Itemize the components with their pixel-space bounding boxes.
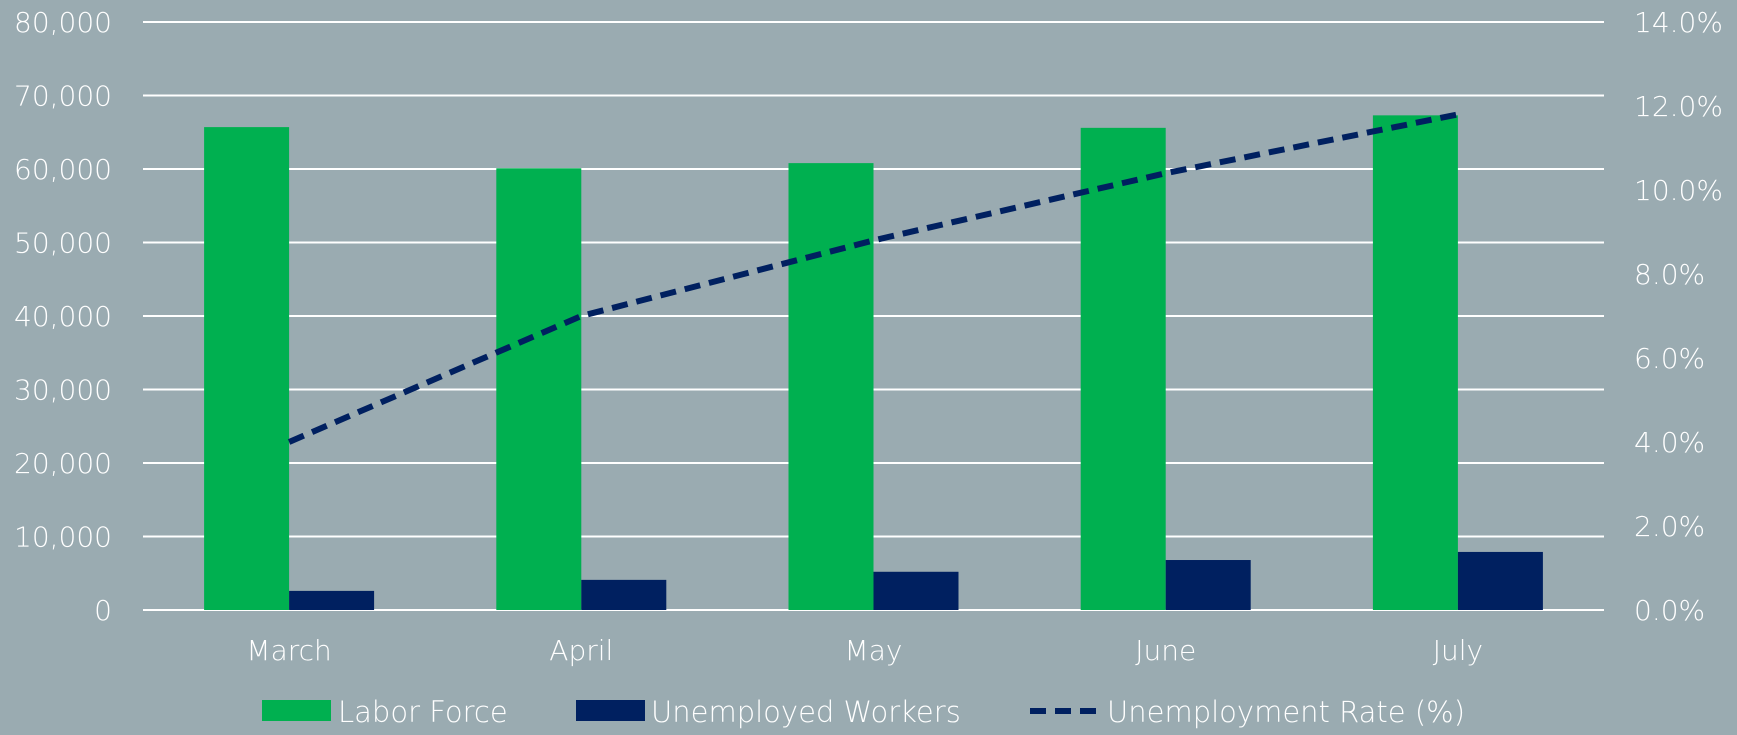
category-label-july: July bbox=[1433, 634, 1483, 667]
category-label-may: May bbox=[845, 634, 903, 667]
left-axis-tick-label: 10,000 bbox=[14, 521, 112, 554]
bar-unemployed-workers-april bbox=[581, 579, 667, 610]
category-label-march: March bbox=[246, 634, 331, 667]
right-axis-tick-label: 2.0% bbox=[1634, 510, 1705, 543]
legend-swatch-unemployed-workers bbox=[576, 700, 645, 721]
left-axis-tick-label: 80,000 bbox=[14, 6, 112, 39]
left-axis-tick-label: 30,000 bbox=[14, 374, 112, 407]
right-axis-tick-label: 14.0% bbox=[1634, 6, 1723, 39]
bar-unemployed-workers-june bbox=[1165, 560, 1251, 610]
category-axis: March April May June July bbox=[246, 634, 1483, 667]
left-axis-tick-label: 0 bbox=[94, 594, 112, 627]
bars bbox=[204, 115, 1543, 610]
category-label-april: April bbox=[549, 634, 613, 667]
right-axis-tick-label: 10.0% bbox=[1634, 174, 1723, 207]
line-unemployment-rate- bbox=[287, 111, 1459, 445]
legend-label-labor-force: Labor Force bbox=[338, 695, 508, 729]
legend-label-unemployment-rate-: Unemployment Rate (%) bbox=[1107, 695, 1465, 729]
bar-labor-force-march bbox=[204, 127, 290, 610]
left-axis-tick-label: 50,000 bbox=[14, 227, 112, 260]
left-axis: 0 10,000 20,000 30,000 40,000 50,000 60,000 70,… bbox=[14, 6, 112, 627]
rate-line bbox=[287, 111, 1459, 445]
right-axis-tick-label: 4.0% bbox=[1634, 426, 1705, 459]
right-axis-tick-label: 8.0% bbox=[1634, 258, 1705, 291]
legend: Labor Force Unemployed Workers Unemploymen… bbox=[262, 695, 1465, 729]
legend-swatch-labor-force bbox=[262, 700, 331, 721]
category-label-june: June bbox=[1135, 634, 1196, 667]
left-axis-tick-label: 40,000 bbox=[14, 300, 112, 333]
right-axis-tick-label: 0.0% bbox=[1634, 594, 1705, 627]
bar-labor-force-july bbox=[1372, 115, 1458, 610]
right-axis: 0.0% 2.0% 4.0% 6.0% 8.0% 10.0% 12.0% 14.0% bbox=[1634, 6, 1723, 627]
left-axis-tick-label: 20,000 bbox=[14, 447, 112, 480]
left-axis-tick-label: 60,000 bbox=[14, 153, 112, 186]
bar-unemployed-workers-may bbox=[873, 571, 959, 610]
bar-labor-force-april bbox=[496, 168, 582, 610]
left-axis-tick-label: 70,000 bbox=[14, 80, 112, 113]
bar-labor-force-may bbox=[788, 163, 874, 610]
bar-unemployed-workers-july bbox=[1457, 551, 1543, 610]
right-axis-tick-label: 12.0% bbox=[1634, 90, 1723, 123]
bar-unemployed-workers-march bbox=[289, 590, 375, 610]
bar-labor-force-june bbox=[1080, 127, 1166, 610]
right-axis-tick-label: 6.0% bbox=[1634, 342, 1705, 375]
legend-label-unemployed-workers: Unemployed Workers bbox=[651, 695, 961, 729]
